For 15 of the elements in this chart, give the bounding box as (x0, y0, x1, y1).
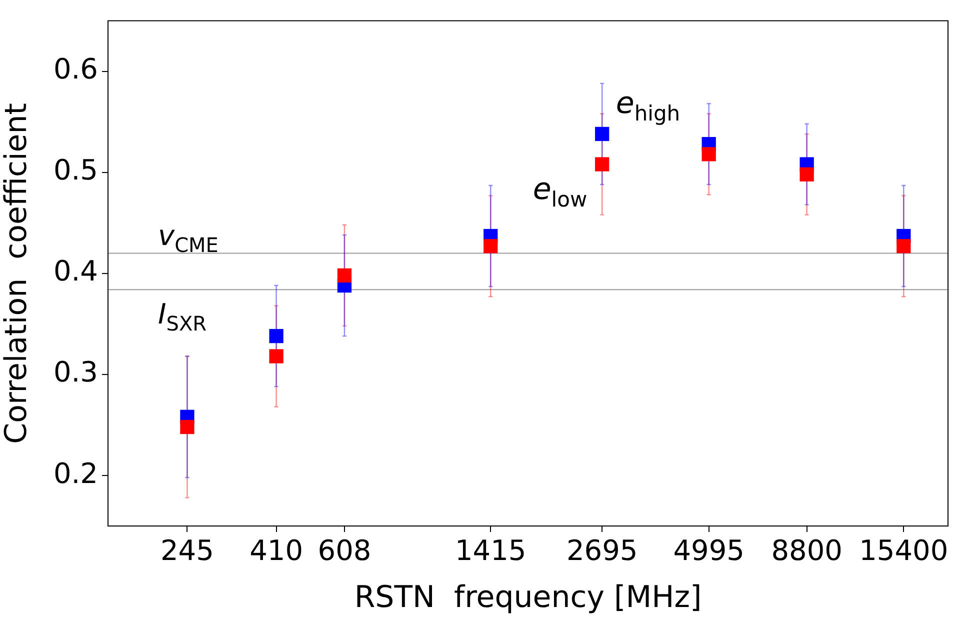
x-tick-label: 410 (250, 534, 304, 568)
y-tick-label: 0.6 (53, 52, 98, 86)
y-tick-label: 0.2 (53, 456, 98, 490)
x-tick-label: 1415 (454, 534, 526, 568)
y-tick-label: 0.4 (53, 254, 98, 288)
x-tick-label: 608 (318, 534, 372, 568)
y-tick-label: 0.3 (53, 356, 98, 389)
x-tick-label: 8800 (771, 534, 842, 568)
x-tick-label: 15400 (859, 534, 948, 568)
y-axis-title: Correlation coefficient (0, 102, 34, 444)
y-tick-label: 0.5 (53, 154, 98, 187)
x-tick-label: 4995 (673, 534, 744, 568)
x-tick-label: 245 (160, 534, 214, 568)
x-tick-label: 2695 (566, 534, 638, 568)
x-axis-title: RSTN frequency [MHz] (354, 580, 702, 615)
